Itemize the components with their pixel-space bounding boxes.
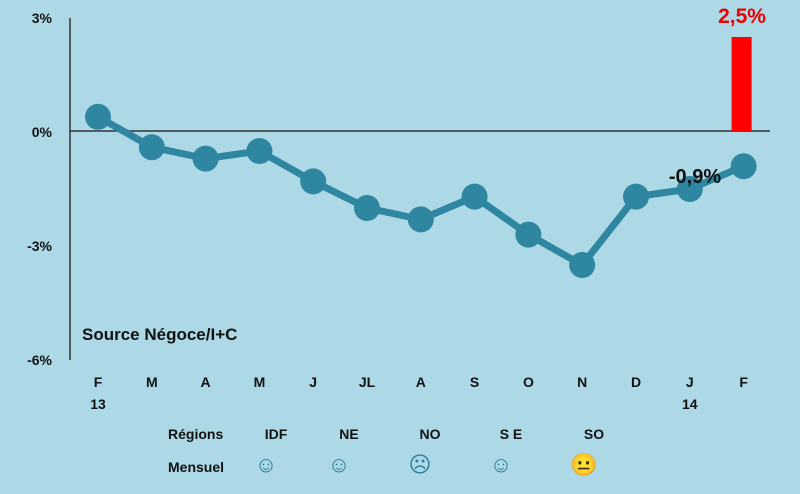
x-tick-label: J [309,374,317,390]
region-face-icon: ☺ [255,452,277,477]
data-point [623,183,649,210]
regions-label: Régions [168,426,223,442]
x-tick-label: F [94,374,103,390]
data-point [569,252,596,278]
bars [731,37,752,132]
x-tick-sublabel: 13 [90,396,106,412]
region-face-icon: ☺ [490,452,512,477]
bar [731,37,752,132]
data-point [407,206,434,233]
region-name: S E [500,426,523,442]
region-face-icon: 😐 [570,452,597,477]
y-tick-labels: 3% 0% -3% -6% [27,10,52,368]
region-name: NO [420,426,441,442]
x-tick-label: S [470,374,479,390]
x-tick-label: A [201,374,211,390]
region-name: IDF [265,426,288,442]
data-point [461,183,488,210]
regions-legend: IDF ☺ NE ☺ NO ☹ S E ☺ SO 😐 [255,426,604,477]
x-tick-labels: F 13 M A M J JL A S O N D J 14 F [90,374,748,412]
source-label: Source Négoce/I+C [82,325,237,344]
data-point [730,153,757,180]
region-name: SO [584,426,604,442]
y-tick-label: -3% [27,238,52,254]
data-point [85,103,111,130]
data-point [676,176,703,202]
x-tick-label: M [254,374,266,390]
x-tick-label: M [146,374,158,390]
x-tick-sublabel: 14 [682,396,698,412]
y-tick-label: 0% [32,124,53,140]
x-tick-label: J [686,374,694,390]
region-face-icon: ☹ [409,452,432,477]
data-point [138,134,165,161]
data-point [354,195,380,221]
x-tick-label: N [577,374,587,390]
x-tick-label: A [416,374,426,390]
x-tick-label: F [739,374,748,390]
line-annotation: -0,9% [669,166,721,188]
data-point [515,221,542,248]
x-tick-label: O [523,374,534,390]
data-point [300,168,327,195]
region-face-icon: ☺ [328,452,350,477]
bar-annotation: 2,5% [718,5,766,28]
data-point [246,138,273,164]
data-point [192,145,219,172]
x-tick-label: JL [359,374,376,390]
y-tick-label: 3% [32,10,53,26]
y-tick-label: -6% [27,352,52,368]
monthly-label: Mensuel [168,459,224,475]
region-name: NE [339,426,358,442]
x-tick-label: D [631,374,641,390]
data-points [85,103,757,278]
